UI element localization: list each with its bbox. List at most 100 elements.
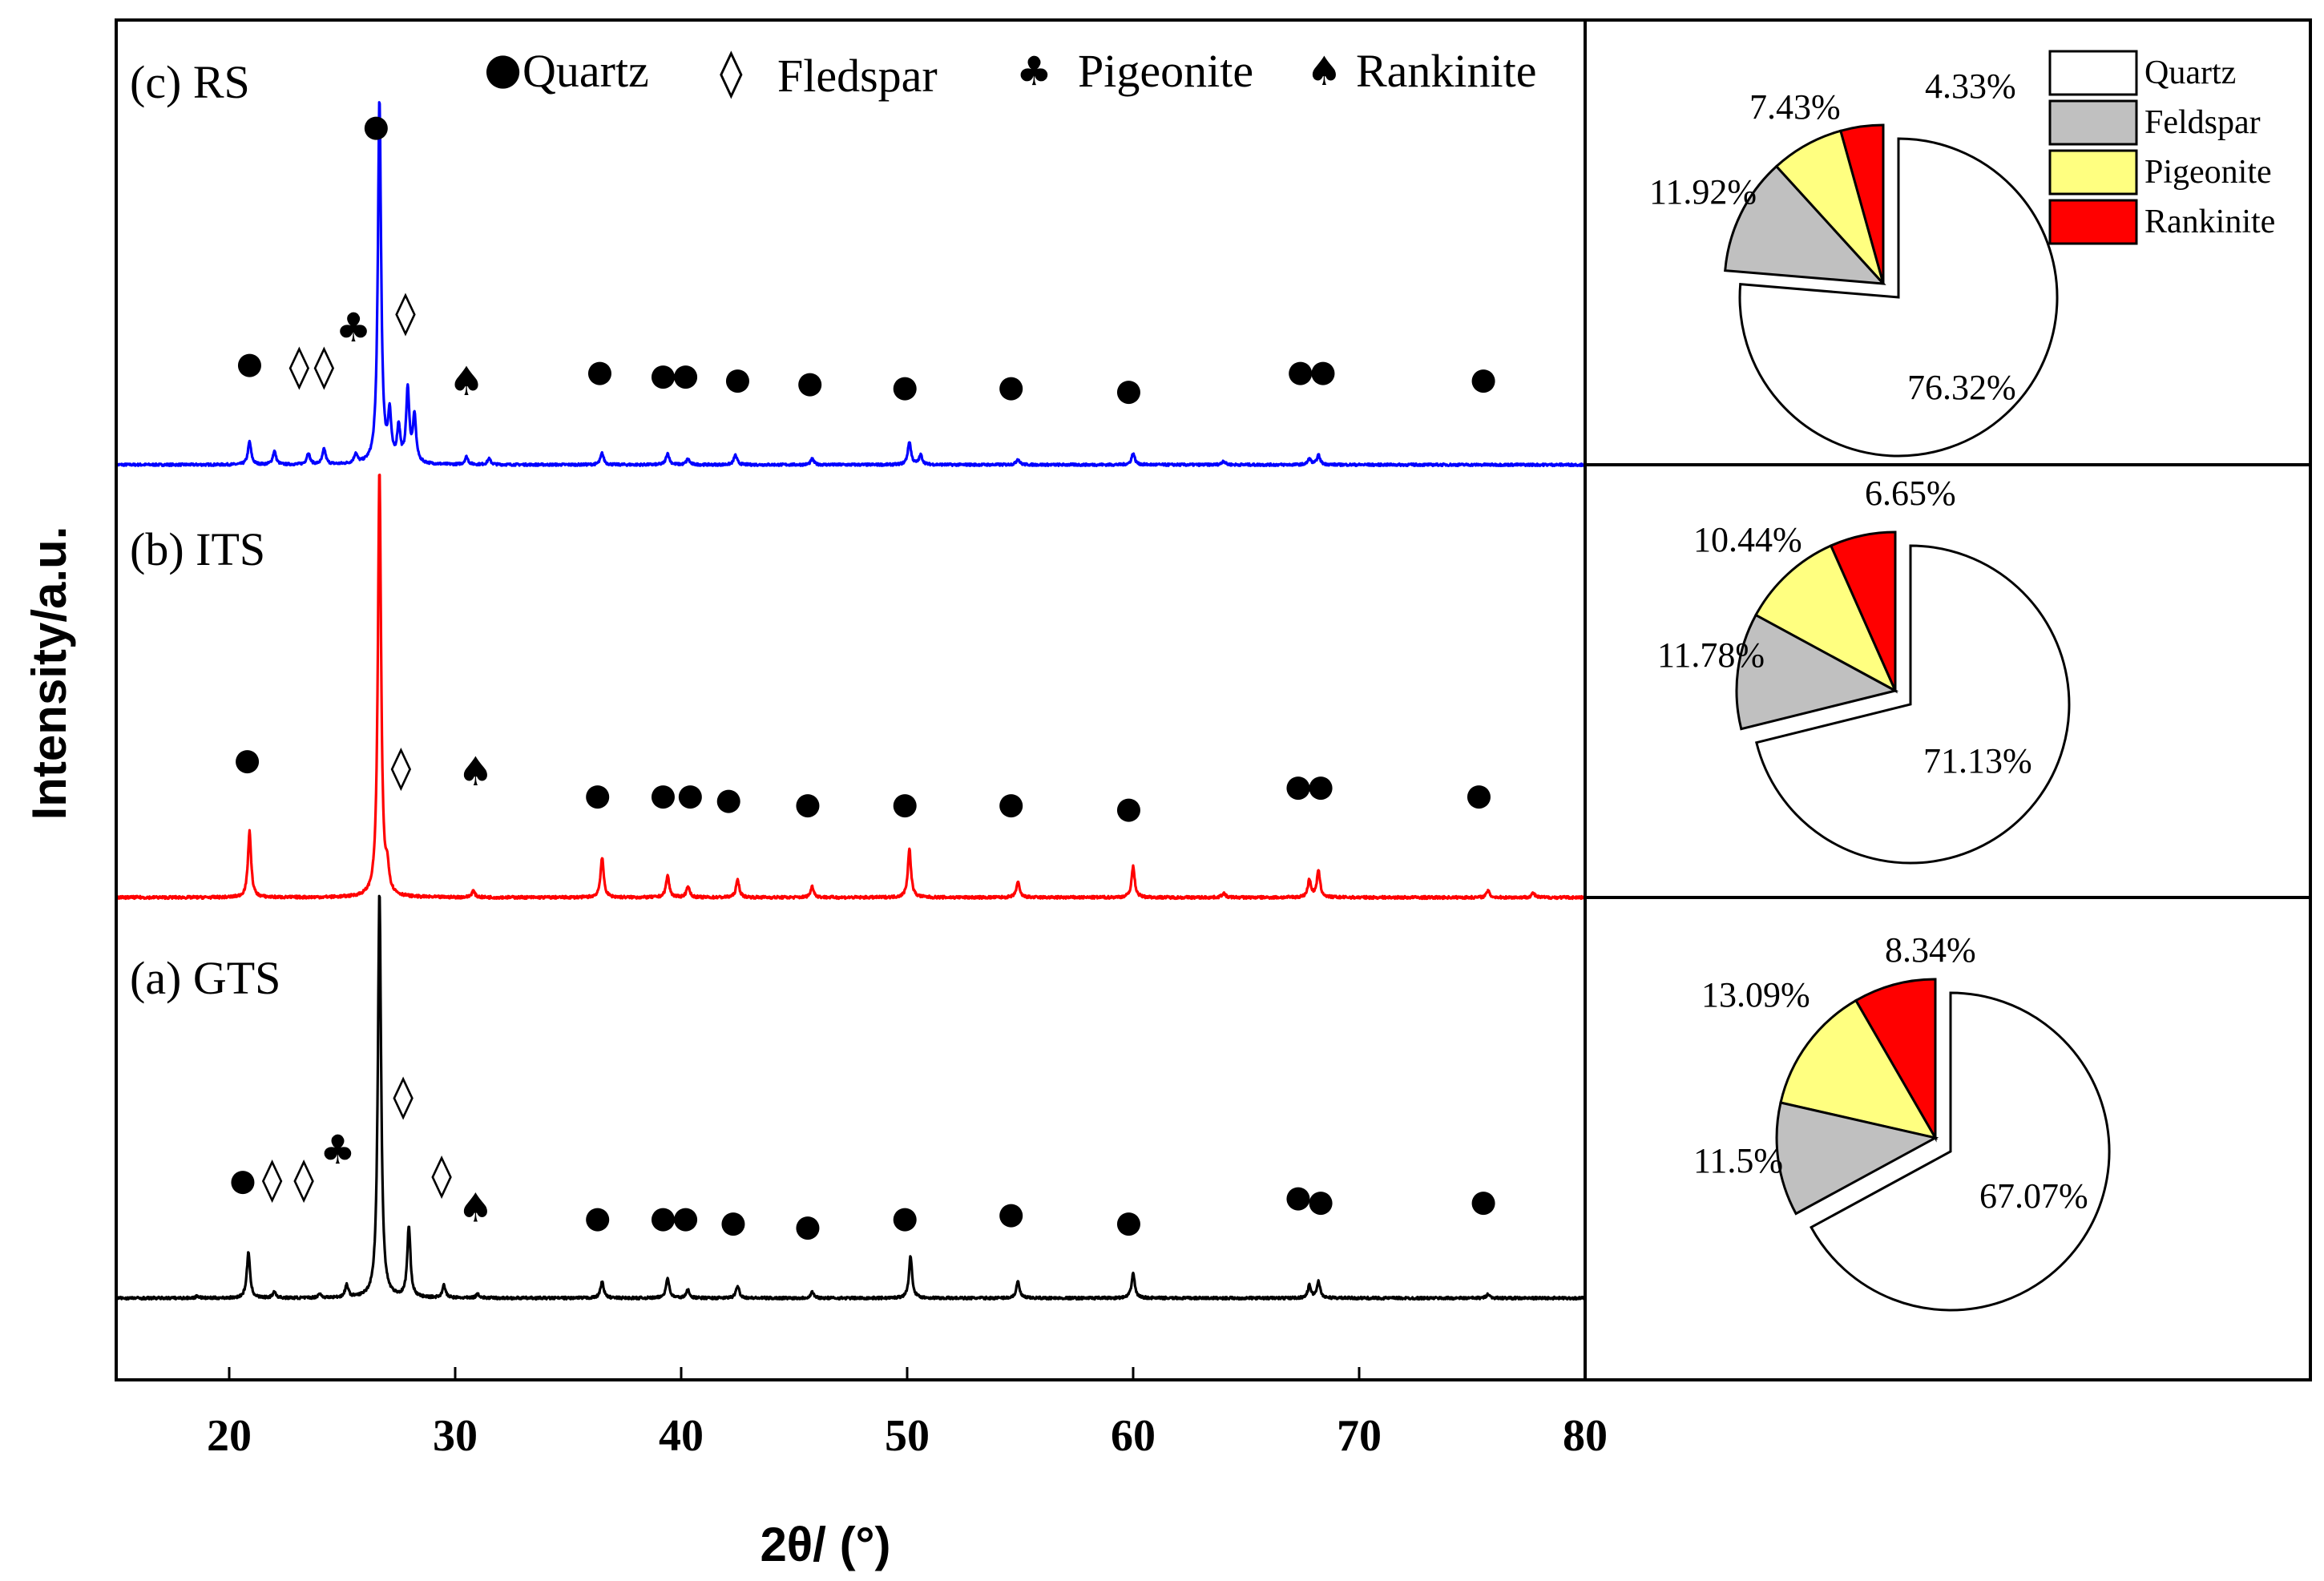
phase-marker-1-9: ●: [998, 785, 1024, 821]
phase-marker-1-2: ♠: [458, 748, 494, 795]
x-tick-label-6: 80: [1563, 1411, 1608, 1461]
phase-marker-1-8: ●: [892, 785, 918, 821]
pie-rs-label-quartz: 76.32%: [1907, 368, 2016, 407]
x-tick-label-1: 30: [433, 1411, 478, 1461]
legend-rankinite-marker: ♠: [1306, 48, 1342, 95]
phase-marker-1-6: ●: [716, 781, 742, 817]
pie-panel-gts: [1584, 896, 2312, 1381]
phase-marker-0-12: ●: [892, 369, 918, 404]
pie-legend-label-quartz: Quartz: [2144, 54, 2236, 91]
pie-its-slice-pigeonite: [1753, 544, 1898, 694]
legend-pigeonite-label: Pigeonite: [1078, 45, 1253, 97]
pie-legend-swatch-rankinite: [2048, 199, 2138, 245]
pie-legend-label-pigeonite: Pigeonite: [2144, 154, 2272, 191]
pie-gts-label-quartz: 67.07%: [1979, 1176, 2088, 1216]
panel-label-gts: (a) GTS: [130, 952, 280, 1004]
phase-marker-0-2: ◊: [289, 343, 310, 391]
xrd-series-line-2: [115, 894, 1586, 1301]
phase-marker-0-5: ◊: [395, 289, 416, 337]
pie-legend-swatch-quartz: [2048, 50, 2138, 96]
pie-legend-swatch-pigeonite: [2048, 149, 2138, 196]
phase-legend: ● Quartz ◊ Fledspar ♣ Pigeonite ♠ Rankin…: [484, 43, 1537, 102]
pie-legend: Quartz Feldspar Pigeonite Rankinite: [2048, 50, 2275, 245]
pie-its-label-rankinite: 6.65%: [1865, 474, 1956, 513]
x-axis-ticks: 20 30 40 50 60 70 80: [207, 1367, 1608, 1461]
phase-marker-0-4: ♣: [336, 305, 372, 351]
phase-marker-2-13: ●: [998, 1196, 1024, 1231]
pie-its-label-pigeonite: 10.44%: [1693, 520, 1802, 559]
panel-label-rs: (c) RS: [130, 56, 250, 108]
phase-marker-0-9: ●: [672, 357, 699, 393]
phase-marker-1-1: ◊: [390, 744, 411, 792]
legend-feldspar-marker: ◊: [720, 45, 743, 99]
pie-chart-gts: 67.07% 11.5% 13.09% 8.34%: [1693, 930, 2111, 1312]
phase-marker-2-0: ●: [229, 1163, 256, 1198]
phase-marker-2-10: ●: [720, 1204, 746, 1239]
phase-marker-2-16: ●: [1308, 1183, 1334, 1218]
phase-marker-2-6: ♠: [458, 1185, 494, 1232]
pie-rs-slice-feldspar: [1724, 164, 1886, 285]
pie-chart-rs: 76.32% 11.92% 7.43% 4.33%: [1649, 67, 2059, 458]
pie-gts-label-feldspar: 11.5%: [1693, 1141, 1783, 1180]
phase-marker-1-4: ●: [650, 777, 676, 813]
pie-gts-label-pigeonite: 13.09%: [1701, 975, 1810, 1014]
x-tick-label-5: 70: [1337, 1411, 1382, 1461]
phase-marker-0-16: ●: [1309, 353, 1336, 389]
phase-marker-2-12: ●: [892, 1200, 918, 1235]
xrd-series-group: [115, 101, 1586, 1301]
pie-its-slice-feldspar: [1735, 613, 1899, 731]
pie-legend-swatch-feldspar: [2048, 99, 2138, 146]
phase-marker-0-0: ●: [363, 108, 389, 143]
pie-gts-slice-pigeonite: [1779, 998, 1939, 1140]
legend-quartz-label: Quartz: [522, 45, 649, 97]
phase-marker-0-13: ●: [998, 369, 1024, 404]
phase-marker-2-2: ◊: [293, 1156, 314, 1204]
pie-rs-slice-quartz: [1738, 137, 2059, 458]
phase-marker-2-1: ◊: [262, 1156, 283, 1204]
y-axis-title: Intensity/a.u.: [22, 526, 76, 821]
phase-marker-group: ●● ◊ ◊♣ ◊♠ ● ●● ● ● ● ● ●●● ●● ◊ ♠ ● ● ● ● ● ● ● ●●● ●● ◊ ◊♣◊◊♠ ●…: [229, 108, 1496, 1244]
phase-marker-2-3: ♣: [320, 1127, 356, 1173]
phase-marker-2-9: ●: [672, 1200, 699, 1235]
pie-rs-label-pigeonite: 7.43%: [1749, 87, 1841, 127]
panel-label-its: (b) ITS: [130, 523, 265, 575]
pie-panels: 76.32% 11.92% 7.43% 4.33% 71.13% 11.78% 10.44…: [1584, 18, 2312, 1381]
phase-marker-2-7: ●: [584, 1200, 611, 1235]
pie-rs-label-feldspar: 11.92%: [1649, 172, 1757, 212]
xrd-series-line-1: [115, 474, 1586, 901]
xrd-series-line-0: [115, 101, 1586, 467]
phase-marker-0-1: ●: [236, 345, 263, 381]
phase-marker-0-7: ●: [587, 353, 613, 389]
pie-its-label-quartz: 71.13%: [1923, 741, 2032, 780]
phase-marker-0-15: ●: [1287, 353, 1313, 389]
phase-marker-1-11: ●: [1285, 768, 1311, 804]
xrd-plot-area: ●● ◊ ◊♣ ◊♠ ● ●● ● ● ● ● ●●● ●● ◊ ♠ ● ● ● ● ● ● ● ●●● ●● ◊ ◊♣◊◊♠ ●…: [115, 18, 1587, 1381]
pie-rs-label-rankinite: 4.33%: [1925, 67, 2016, 106]
phase-marker-0-17: ●: [1471, 361, 1497, 396]
pie-its-label-feldspar: 11.78%: [1657, 635, 1765, 675]
phase-marker-1-12: ●: [1308, 768, 1334, 804]
phase-marker-2-14: ●: [1116, 1204, 1142, 1239]
pie-its-slice-quartz: [1754, 544, 2071, 865]
legend-rankinite-label: Rankinite: [1356, 45, 1537, 97]
phase-marker-2-17: ●: [1471, 1183, 1497, 1218]
phase-marker-1-10: ●: [1116, 790, 1142, 825]
phase-marker-0-11: ●: [797, 365, 823, 400]
phase-marker-2-5: ◊: [431, 1151, 452, 1200]
pie-gts-label-rankinite: 8.34%: [1885, 930, 1976, 970]
legend-quartz-marker: ●: [484, 43, 522, 94]
phase-marker-1-0: ●: [234, 742, 260, 777]
legend-pigeonite-marker: ♣: [1016, 48, 1052, 95]
phase-marker-0-8: ●: [650, 357, 676, 393]
x-axis-title: 2θ/ (°): [760, 1518, 890, 1571]
x-tick-label-0: 20: [207, 1411, 252, 1461]
phase-marker-1-7: ●: [794, 785, 821, 821]
phase-marker-1-3: ●: [584, 777, 611, 813]
phase-marker-2-8: ●: [650, 1200, 676, 1235]
phase-marker-1-13: ●: [1466, 777, 1492, 813]
pie-gts-slice-rankinite: [1854, 978, 1937, 1143]
x-tick-label-2: 40: [659, 1411, 704, 1461]
phase-marker-2-11: ●: [794, 1208, 821, 1243]
pie-legend-label-feldspar: Feldspar: [2144, 104, 2261, 141]
